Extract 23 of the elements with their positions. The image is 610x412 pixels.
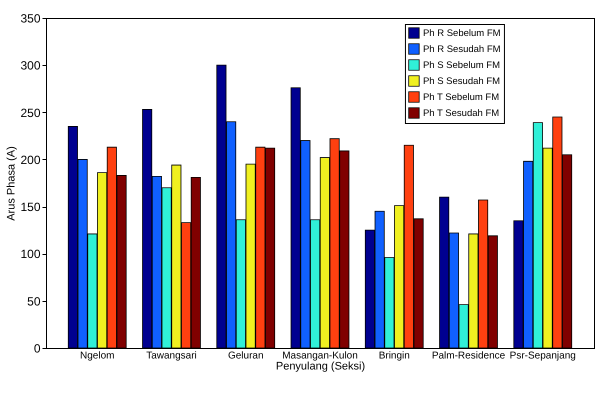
y-tick-label: 150 — [20, 200, 41, 214]
legend-label: Ph R Sesudah FM — [422, 44, 501, 55]
y-tick-label: 250 — [20, 106, 41, 120]
legend-label: Ph S Sesudah FM — [422, 76, 500, 87]
y-tick-label: 200 — [20, 152, 41, 167]
x-tick-label: Masangan-Kulon — [282, 350, 358, 362]
y-tick-label: 0 — [34, 342, 41, 356]
legend-label: Ph T Sesudah FM — [422, 108, 500, 119]
x-tick-label: Geluran — [228, 350, 264, 362]
legend-label: Ph S Sebelum FM — [422, 60, 500, 71]
x-axis-title: Penyulang (Seksi) — [276, 360, 366, 372]
x-tick-label: Ngelom — [80, 350, 114, 362]
x-tick-label: Psr-Sepanjang — [510, 350, 576, 362]
y-tick-label: 100 — [20, 247, 41, 262]
legend-label: Ph R Sebelum FM — [422, 28, 501, 39]
y-axis-title: Arus Phasa (A) — [5, 146, 18, 221]
y-tick-label: 300 — [20, 58, 41, 73]
x-tick-label: Bringin — [378, 350, 410, 362]
x-tick-label: Tawangsari — [146, 350, 197, 362]
y-tick-label: 350 — [20, 12, 41, 26]
y-tick-label: 50 — [27, 294, 41, 308]
x-tick-label: Palm-Residence — [432, 350, 506, 362]
legend-label: Ph T Sebelum FM — [422, 92, 500, 103]
